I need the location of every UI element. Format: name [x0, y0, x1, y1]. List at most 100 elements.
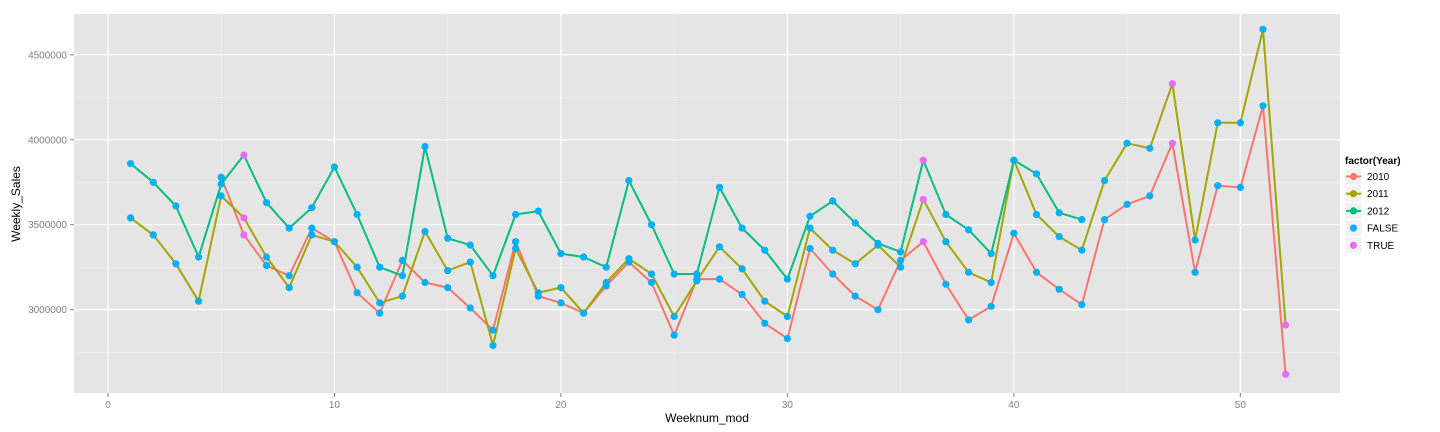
- data-point-2010: [1259, 102, 1267, 110]
- data-point-2012: [149, 178, 157, 186]
- legend-label-2011: 2011: [1367, 189, 1389, 200]
- data-point-2012: [557, 250, 565, 258]
- data-point-2011-holiday: [919, 195, 927, 203]
- x-tick-label: 40: [1008, 400, 1020, 411]
- data-point-2011: [1236, 119, 1244, 127]
- data-point-2010-holiday: [919, 238, 927, 246]
- data-point-2010: [874, 306, 882, 314]
- data-point-2011: [1146, 144, 1154, 152]
- data-point-2012: [1055, 209, 1063, 217]
- data-point-2010: [557, 299, 565, 307]
- y-tick-label: 3000000: [28, 305, 67, 316]
- data-point-2011: [444, 267, 452, 275]
- data-point-2012-holiday: [240, 151, 248, 159]
- legend-label-TRUE: TRUE: [1367, 241, 1395, 252]
- data-point-2010: [285, 272, 293, 280]
- data-point-2012: [511, 210, 520, 219]
- data-point-2012: [942, 210, 950, 219]
- data-point-2012: [376, 263, 384, 271]
- data-point-2012: [874, 239, 882, 247]
- data-point-2011: [738, 265, 746, 273]
- data-point-2011: [376, 299, 384, 307]
- data-point-2010-holiday: [1168, 139, 1176, 147]
- series-line-2011: [130, 28, 1287, 347]
- data-point-2010: [1078, 301, 1086, 309]
- data-point-2012: [127, 160, 135, 168]
- data-point-2012: [761, 246, 769, 254]
- legend-label-2010: 2010: [1367, 172, 1390, 183]
- data-point-2010: [398, 256, 406, 264]
- data-point-2011: [127, 214, 135, 222]
- data-point-2011: [195, 297, 203, 305]
- data-point-2010: [262, 261, 271, 270]
- data-point-2010: [1032, 268, 1041, 276]
- data-point-2012: [172, 202, 180, 210]
- data-point-2010: [1055, 285, 1063, 293]
- data-point-2010: [1010, 229, 1018, 237]
- legend-label-FALSE: FALSE: [1367, 224, 1398, 235]
- data-point-2010: [1100, 216, 1109, 224]
- x-axis-title: Weeknum_mod: [665, 411, 749, 425]
- data-point-2012: [897, 248, 905, 256]
- data-point-2010: [1236, 183, 1244, 191]
- data-point-2012-holiday: [919, 156, 927, 164]
- data-point-2010: [897, 256, 905, 264]
- data-point-2011: [987, 278, 995, 287]
- data-point-2010: [783, 335, 792, 343]
- legend-point-FALSE: [1349, 224, 1358, 232]
- data-point-2011: [715, 243, 724, 251]
- data-point-2012: [489, 272, 497, 280]
- data-point-2010-holiday: [240, 231, 248, 239]
- data-point-2011: [670, 312, 678, 321]
- x-tick-label: 0: [105, 400, 111, 411]
- data-point-2012: [398, 272, 406, 280]
- legend-point-TRUE: [1349, 241, 1358, 249]
- data-point-2011: [1100, 177, 1109, 185]
- data-point-2010: [353, 289, 361, 297]
- data-point-2012: [580, 253, 588, 261]
- data-point-2011: [1259, 25, 1267, 33]
- data-point-2011: [625, 255, 633, 263]
- data-point-2012: [987, 250, 995, 258]
- data-point-2012: [466, 241, 474, 249]
- data-point-2012: [1078, 216, 1086, 224]
- data-point-2010: [1214, 182, 1222, 190]
- x-tick-label: 20: [555, 400, 567, 411]
- data-point-2011: [897, 263, 905, 271]
- data-point-2010: [217, 173, 225, 181]
- data-point-2011: [534, 289, 542, 297]
- legend: factor(Year) 2010 2011 2012 FALSE TRUE: [1344, 156, 1401, 255]
- data-point-2011-holiday: [1168, 80, 1176, 88]
- data-point-2010: [965, 316, 973, 324]
- x-tick-label: 50: [1235, 400, 1247, 411]
- data-point-2010: [829, 270, 837, 278]
- y-tick-label: 4000000: [28, 135, 67, 146]
- data-point-2011: [1078, 246, 1086, 254]
- data-point-2010: [670, 331, 678, 339]
- legend-point-2012: [1349, 207, 1358, 215]
- legend-point-2011: [1349, 190, 1358, 198]
- data-point-2011: [1214, 119, 1222, 127]
- data-point-2012: [285, 224, 293, 232]
- data-point-2011: [1191, 236, 1199, 244]
- data-point-2012: [783, 275, 792, 283]
- data-point-2011: [489, 341, 497, 349]
- data-point-2012: [965, 226, 973, 234]
- data-points: [127, 25, 1290, 378]
- data-point-2010: [1123, 200, 1131, 208]
- data-point-2011: [783, 312, 792, 321]
- x-tick-label: 30: [782, 400, 794, 411]
- data-point-2011: [421, 227, 429, 236]
- data-point-2010: [1191, 268, 1199, 276]
- data-point-2011: [806, 224, 814, 232]
- data-point-2011: [330, 238, 338, 246]
- data-point-2012: [1032, 170, 1041, 178]
- data-point-2012: [738, 224, 746, 232]
- grid-lines: [74, 14, 1340, 393]
- legend-title: factor(Year): [1345, 156, 1401, 167]
- data-point-2011: [942, 238, 950, 246]
- data-point-2012: [353, 210, 361, 219]
- data-point-2012: [195, 253, 203, 261]
- data-point-2010: [466, 304, 474, 312]
